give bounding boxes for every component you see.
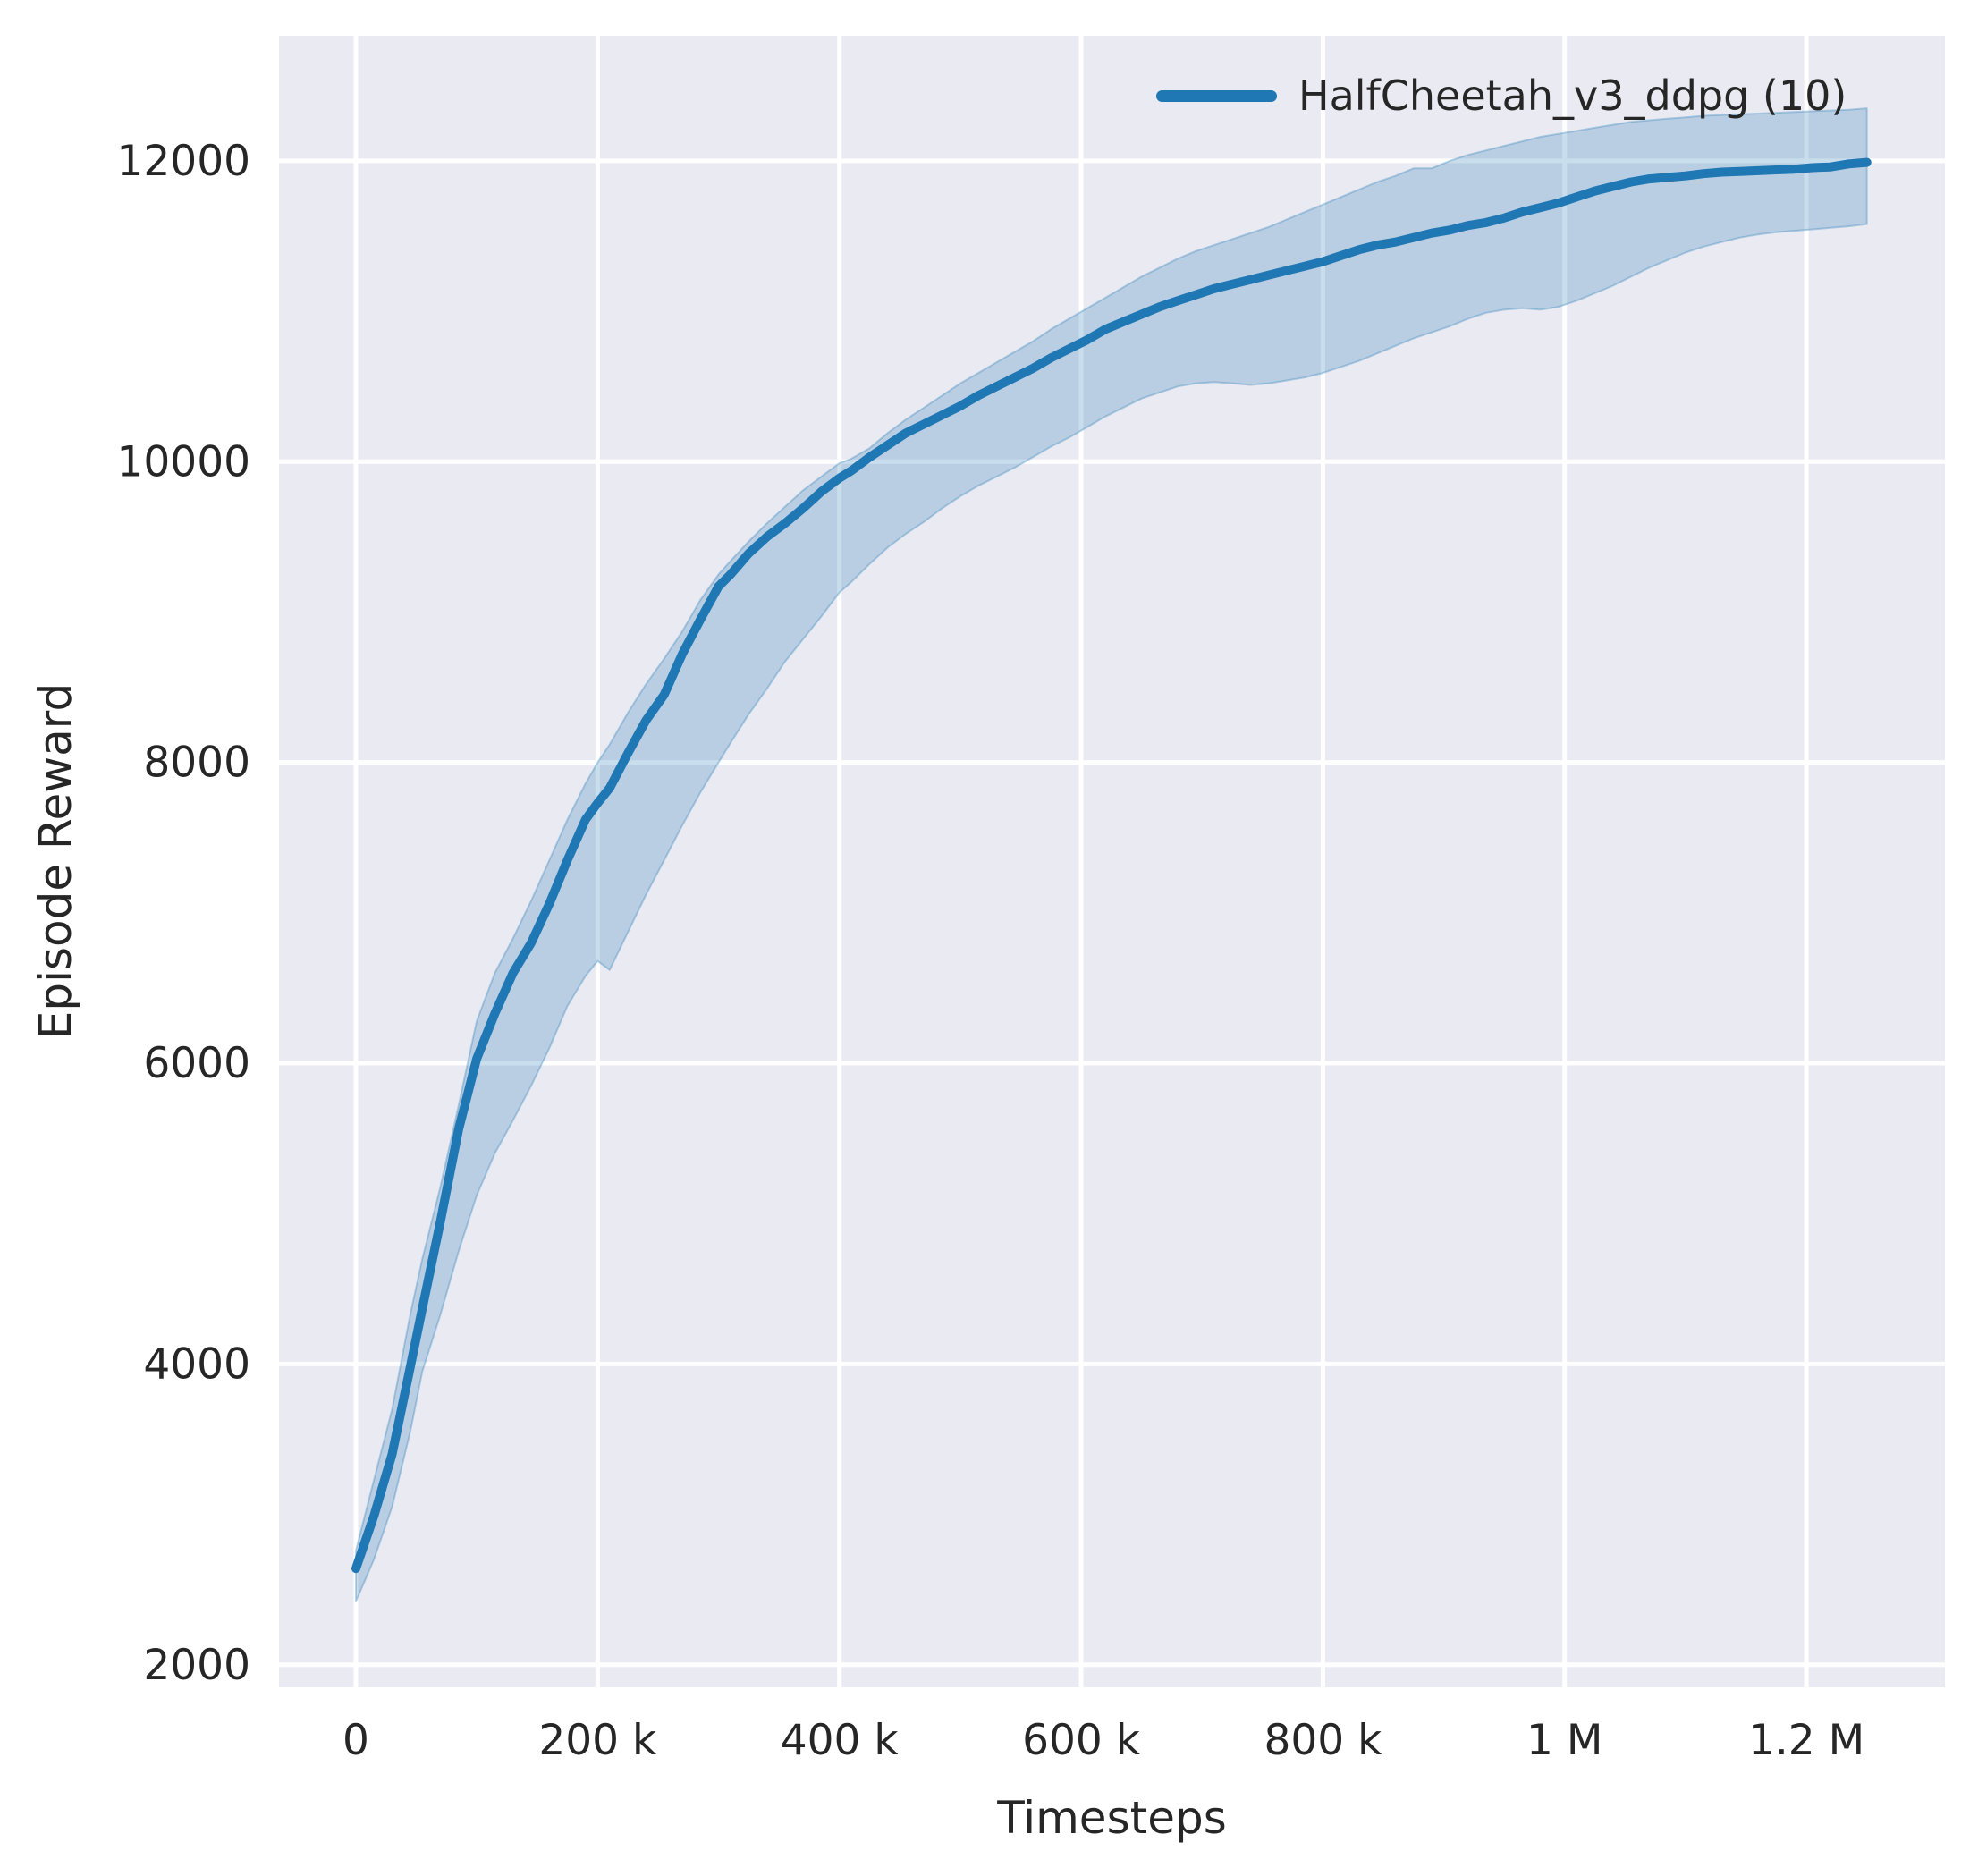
y-tick-label: 4000 [143,1339,250,1389]
x-tick-label: 400 k [781,1716,900,1765]
y-tick-label: 6000 [143,1039,250,1088]
x-tick-label: 200 k [538,1716,657,1765]
legend-label: HalfCheetah_v3_ddpg (10) [1298,72,1847,120]
y-axis-label: Episode Reward [30,682,81,1040]
plot-area [279,36,1945,1687]
x-tick-label: 1 M [1526,1716,1602,1765]
legend: HalfCheetah_v3_ddpg (10) [1156,72,1847,120]
x-tick-label: 0 [342,1716,369,1765]
x-axis-label: Timesteps [997,1792,1227,1844]
y-tick-label: 2000 [143,1641,250,1690]
x-tick-label: 1.2 M [1748,1716,1864,1765]
y-tick-label: 10000 [116,437,250,486]
x-tick-label: 800 k [1264,1716,1382,1765]
y-tick-label: 8000 [143,739,250,788]
x-tick-label: 600 k [1022,1716,1141,1765]
legend-line-swatch [1156,89,1277,102]
confidence-band [355,107,1868,1603]
mean-line [351,157,1872,1574]
y-tick-label: 12000 [116,137,250,186]
